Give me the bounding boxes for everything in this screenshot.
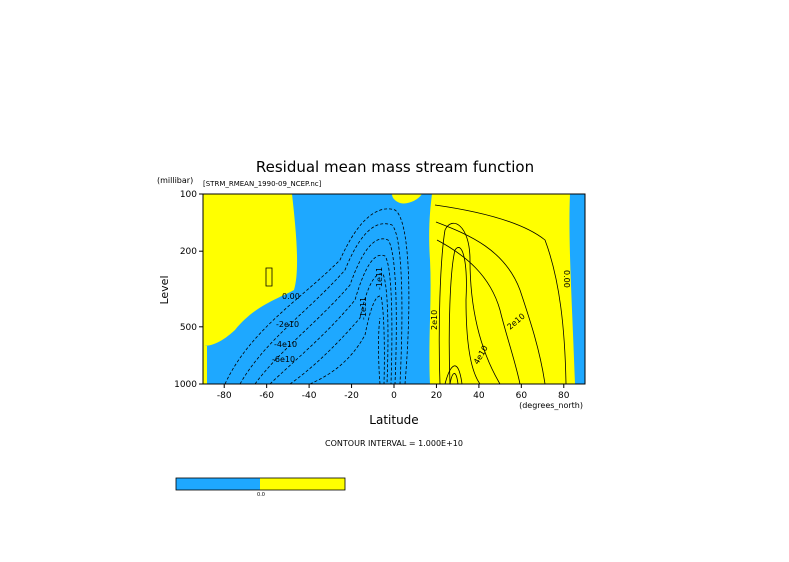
contour-line [289, 273, 389, 385]
x-tick-label: -20 [344, 391, 359, 401]
x-tick-label: 40 [473, 391, 485, 401]
colorbar-frame [175, 477, 346, 491]
contour-line [435, 221, 546, 385]
positive-region [203, 346, 207, 384]
contour-label: -4e10 [274, 340, 297, 349]
y-tick-label: 200 [180, 247, 197, 257]
x-tick-label: 60 [516, 391, 528, 401]
subtitle: [STRM_RMEAN_1990-09_NCEP.nc] [203, 180, 322, 188]
contour-label: -1e11 [359, 297, 368, 320]
plot-area: 0.00 -2e10 -4e10 -6e10 -1e11 -1e11 2e10 … [202, 193, 586, 385]
contour-label: -2e10 [276, 320, 299, 329]
x-tick-label: -80 [217, 391, 232, 401]
x-tick-label: -40 [302, 391, 317, 401]
colorbar-swatch [176, 478, 260, 490]
y-tick-label: 1000 [174, 380, 197, 390]
contour-line [444, 365, 463, 385]
contour-line [436, 239, 521, 385]
contour-line [378, 317, 381, 385]
contour-line [448, 247, 481, 385]
contour-line [269, 254, 393, 385]
colorbar: 0.0 [175, 477, 346, 498]
contour-line [438, 222, 501, 385]
contour-line [239, 223, 403, 385]
contour-line [224, 208, 410, 385]
x-units: (degrees_north) [519, 401, 583, 410]
contour-label: 2e10 [430, 310, 439, 330]
contour-line [254, 238, 397, 385]
x-axis-label: Latitude [369, 413, 418, 427]
contour-label: 0.00 [282, 292, 300, 301]
footnote: CONTOUR INTERVAL = 1.000E+10 [325, 439, 463, 448]
contour-line [265, 267, 273, 287]
y-tick-label: 100 [180, 190, 197, 200]
x-tick-label: 80 [558, 391, 570, 401]
y-units: (millibar) [157, 176, 193, 185]
colorbar-label: 0.0 [257, 492, 265, 498]
y-tick-label: 500 [180, 323, 197, 333]
contour-label: 0.00 [562, 270, 571, 288]
colorbar-swatch [260, 478, 345, 490]
x-tick-label: 0 [391, 391, 397, 401]
chart-title: Residual mean mass stream function [256, 158, 534, 176]
contour-label: -1e11 [375, 267, 384, 290]
contour-label: -6e10 [272, 355, 295, 364]
contour-line [434, 204, 567, 385]
y-axis-label: Level [158, 275, 171, 304]
x-tick-label: -60 [259, 391, 274, 401]
positive-region [392, 194, 422, 204]
positive-region [203, 194, 298, 346]
positive-region [429, 194, 575, 384]
x-tick-label: 20 [431, 391, 443, 401]
